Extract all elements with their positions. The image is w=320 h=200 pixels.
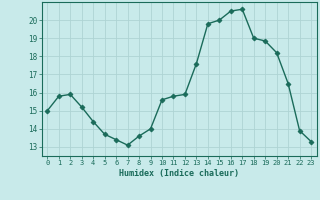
- X-axis label: Humidex (Indice chaleur): Humidex (Indice chaleur): [119, 169, 239, 178]
